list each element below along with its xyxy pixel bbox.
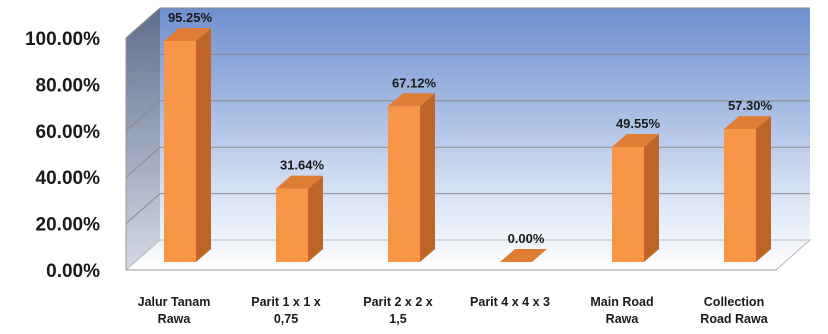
floor bbox=[124, 239, 812, 271]
y-tick-label: 0.00% bbox=[46, 261, 100, 282]
data-label: 67.12% bbox=[392, 75, 437, 90]
bar bbox=[612, 134, 659, 262]
x-category-label: Parit 4 x 4 x 3 bbox=[470, 295, 550, 309]
bar-side bbox=[196, 28, 211, 262]
bar bbox=[276, 175, 323, 262]
data-label: 31.64% bbox=[280, 158, 325, 173]
x-category-label: Collection Road Rawa bbox=[700, 295, 768, 326]
bars bbox=[164, 28, 771, 263]
y-axis-ticks: 0.00% 20.00% 40.00% 60.00% 80.00% 100.00… bbox=[25, 29, 100, 282]
plot-area bbox=[124, 7, 812, 271]
side-wall bbox=[126, 8, 160, 270]
gridline bbox=[125, 100, 161, 132]
data-label: 95.25% bbox=[168, 10, 213, 25]
y-tick-label: 40.00% bbox=[36, 168, 101, 189]
back-wall bbox=[160, 8, 810, 240]
bar-top bbox=[164, 28, 211, 42]
bar bbox=[724, 116, 771, 263]
data-label: 0.00% bbox=[508, 231, 545, 246]
bar bbox=[500, 249, 547, 262]
y-tick-label: 100.00% bbox=[25, 29, 100, 50]
bar-side bbox=[420, 93, 435, 262]
bar bbox=[164, 28, 211, 262]
x-axis-labels: Jalur Tanam Rawa Parit 1 x 1 x 0,75 Parit … bbox=[138, 295, 769, 326]
bar-front bbox=[388, 106, 420, 262]
bar-side bbox=[308, 175, 323, 262]
bar-side bbox=[644, 134, 659, 262]
x-category-label: Jalur Tanam Rawa bbox=[138, 295, 211, 326]
x-category-label: Main Road Rawa bbox=[590, 295, 653, 326]
bar-front bbox=[164, 41, 196, 262]
bar-front bbox=[276, 188, 308, 262]
x-category-label: Parit 1 x 1 x 0,75 bbox=[251, 295, 321, 326]
gridline bbox=[125, 146, 161, 178]
bar-top bbox=[500, 249, 547, 262]
y-tick-label: 20.00% bbox=[36, 215, 101, 236]
y-tick-label: 80.00% bbox=[36, 75, 101, 96]
data-label: 57.30% bbox=[728, 98, 773, 113]
gridline bbox=[125, 193, 161, 224]
gridline bbox=[125, 54, 161, 85]
data-labels: 95.25% 31.64% 67.12% 0.00% 49.55% 57.30% bbox=[168, 10, 773, 246]
data-label: 49.55% bbox=[616, 116, 661, 131]
bar-front bbox=[724, 129, 756, 262]
gridline bbox=[125, 7, 161, 39]
bar-top bbox=[724, 116, 771, 130]
bar bbox=[388, 93, 435, 262]
bar-top bbox=[612, 134, 659, 148]
gridlines bbox=[125, 7, 810, 224]
bar-side bbox=[756, 116, 771, 263]
y-tick-label: 60.00% bbox=[36, 122, 101, 143]
bar-front bbox=[612, 147, 644, 262]
bar-top bbox=[388, 93, 435, 107]
x-category-label: Parit 2 x 2 x 1,5 bbox=[363, 295, 433, 326]
bar-top bbox=[276, 175, 323, 189]
